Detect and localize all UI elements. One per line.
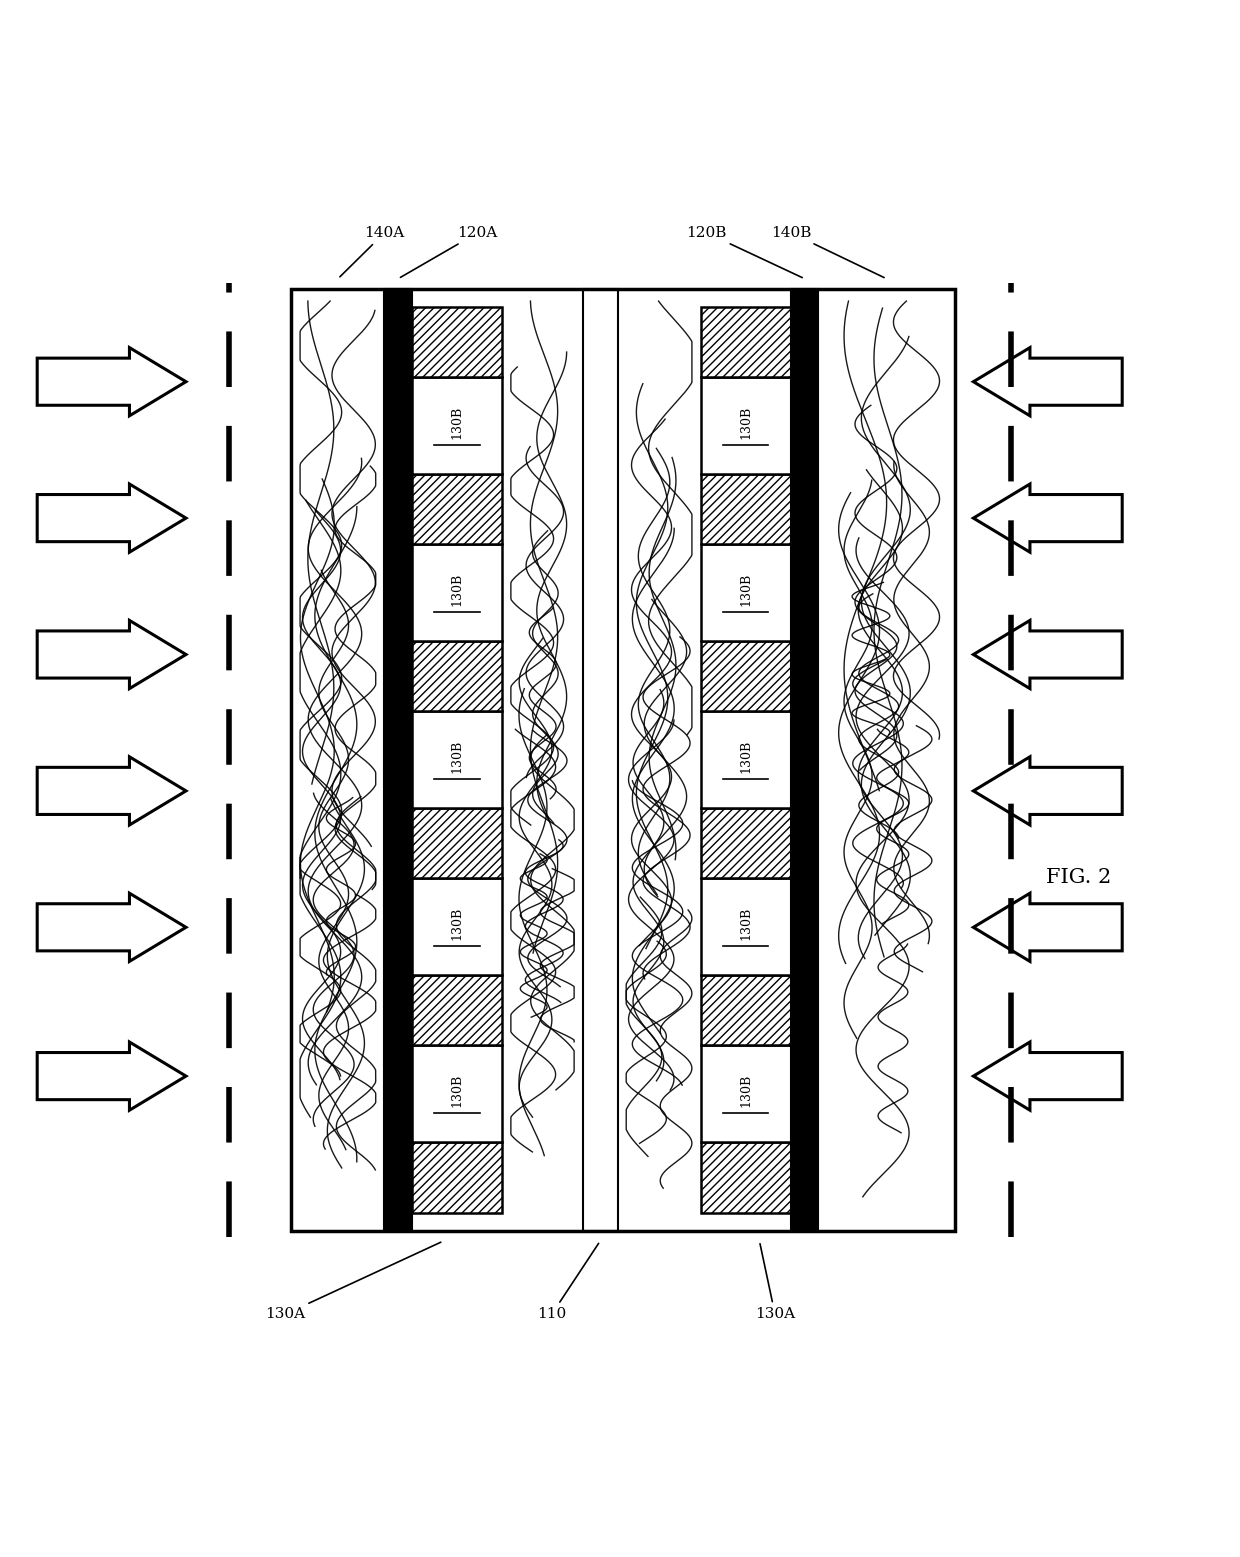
Bar [701, 475, 791, 545]
Bar [701, 545, 791, 641]
Bar [384, 288, 412, 1232]
Bar [701, 1143, 791, 1213]
Bar [412, 975, 502, 1045]
Bar [701, 712, 791, 808]
Bar [291, 288, 955, 1232]
Bar [412, 641, 502, 712]
Text: 140B: 140B [771, 226, 884, 277]
Bar [791, 288, 818, 1232]
Text: 130B: 130B [450, 740, 464, 772]
Bar [412, 475, 502, 545]
Bar [701, 377, 791, 475]
Text: 130A: 130A [265, 1242, 441, 1322]
Bar [701, 307, 791, 377]
Text: 130B: 130B [739, 906, 753, 940]
Bar [412, 808, 502, 878]
Text: 130B: 130B [450, 1073, 464, 1107]
Bar [412, 1143, 502, 1213]
Text: 110: 110 [537, 1244, 599, 1322]
Bar [412, 545, 502, 641]
Text: 120B: 120B [687, 226, 802, 277]
Text: 130A: 130A [755, 1244, 795, 1322]
Text: 130B: 130B [739, 405, 753, 439]
Text: 130B: 130B [739, 740, 753, 772]
Text: 130B: 130B [739, 573, 753, 606]
Text: 130B: 130B [450, 573, 464, 606]
Bar [701, 808, 791, 878]
Text: FIG. 2: FIG. 2 [1047, 869, 1111, 887]
Bar [412, 377, 502, 475]
Bar [412, 1045, 502, 1143]
Text: 140A: 140A [340, 226, 404, 277]
Bar [412, 878, 502, 975]
Bar [412, 307, 502, 377]
Text: 130B: 130B [450, 906, 464, 940]
Bar [701, 1045, 791, 1143]
Bar [701, 878, 791, 975]
Bar [412, 712, 502, 808]
Text: 130B: 130B [450, 405, 464, 439]
Bar [583, 288, 618, 1232]
Bar [701, 975, 791, 1045]
Text: 130B: 130B [739, 1073, 753, 1107]
Bar [291, 288, 955, 1232]
Bar [701, 641, 791, 712]
Text: 120A: 120A [401, 226, 497, 277]
